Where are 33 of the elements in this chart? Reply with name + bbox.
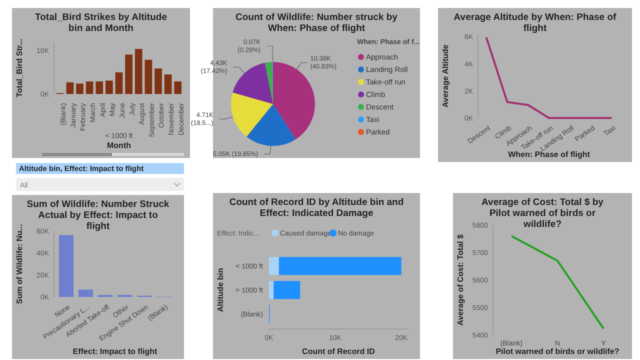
bar [76,84,84,94]
x-axis-title: Month [107,141,132,150]
bar [269,281,274,299]
y-axis-title: Altitude bin [216,268,225,312]
x-axis-title: Count of Record ID [302,347,376,356]
line-series [485,36,613,119]
x-axis-title: Pilot warned of birds or wildlife? [496,347,620,356]
bar [164,74,172,94]
bar [78,290,94,297]
bar [86,81,94,94]
x-axis-title: Effect: Impact to flight [72,347,158,356]
y-axis-title: Average Altitude [441,44,450,108]
bar [96,81,104,94]
chart-title: Count of Wildlife: Number struck by When: Phase of flight [236,12,398,34]
bar [174,81,182,94]
y-axis-title: Average of Cost: Total $ [456,234,465,326]
bar [66,82,74,94]
bar [125,54,132,94]
bar [58,235,74,297]
chart-title: Total_Bird Strikes by Altitude bin and Month [35,12,167,34]
y-axis-title: Sum of Wildlife: Nu... [15,224,24,304]
x-axis-title: When: Phase of flight [508,150,590,159]
bar [115,72,123,94]
bar [274,281,300,299]
y-axis-title: Total_Bird Str... [15,38,24,98]
chart-title: Count of Record ID by Altitude bin and Effect: Indicated Damage [229,197,404,219]
bar [134,48,142,94]
bar [106,80,113,94]
bar [154,68,162,94]
bar [269,257,279,275]
bar [278,257,402,275]
bar [144,60,152,94]
chart-title: Average Altitude by When: Phase of flight [454,12,618,34]
